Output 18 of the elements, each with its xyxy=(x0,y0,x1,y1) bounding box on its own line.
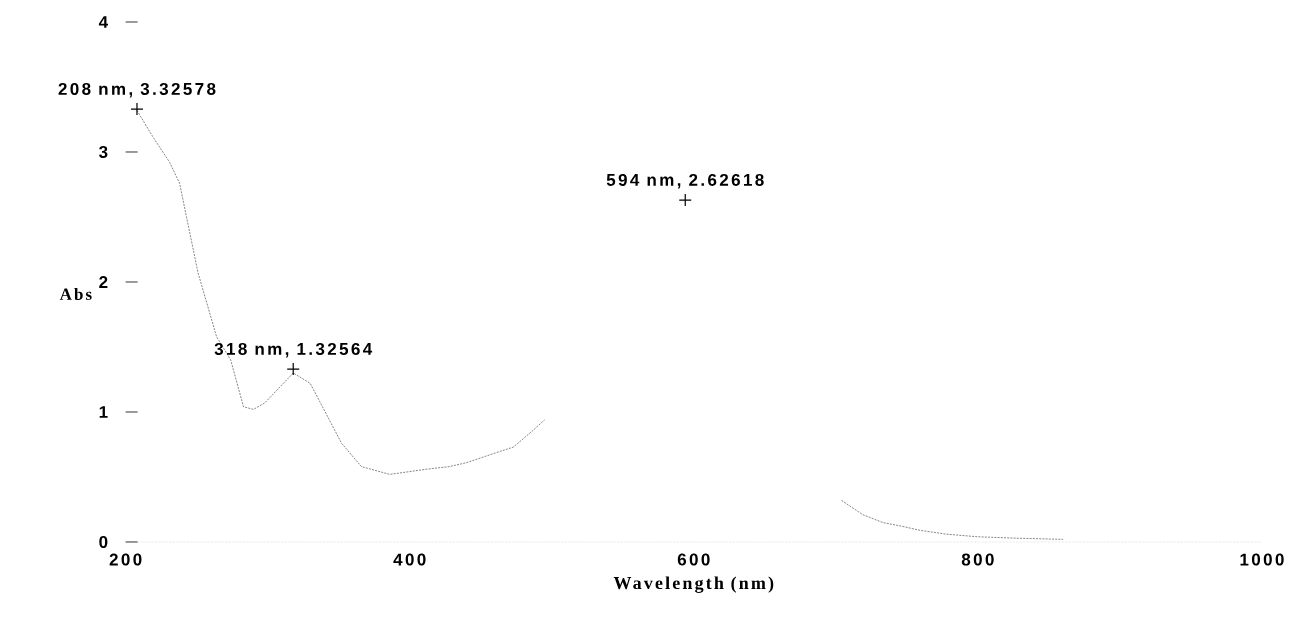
annotation: 208 nm, 3.32578 xyxy=(58,82,216,98)
y-tick-label: 2 xyxy=(99,276,108,288)
point xyxy=(286,362,300,376)
x-tick-label: 400 xyxy=(393,553,426,566)
x-tick-label: 200 xyxy=(109,553,142,566)
y-tick-label: 0 xyxy=(99,535,108,549)
annotation: 318 nm, 1.32564 xyxy=(214,342,373,358)
y-axis-title: Abs xyxy=(59,288,92,300)
x-axis-title: Wavelength (nm) xyxy=(613,576,774,593)
x-tick-label: 1000 xyxy=(1240,553,1284,566)
y-tick-label: 1 xyxy=(99,406,108,418)
x-tick-label: 600 xyxy=(677,553,710,566)
y-tick-label: 3 xyxy=(99,145,108,159)
point xyxy=(130,102,144,116)
point xyxy=(678,193,692,207)
x-tick-label: 800 xyxy=(961,553,994,566)
annotation: 594 nm, 2.62618 xyxy=(606,173,764,189)
y-tick-label: 4 xyxy=(98,16,108,28)
